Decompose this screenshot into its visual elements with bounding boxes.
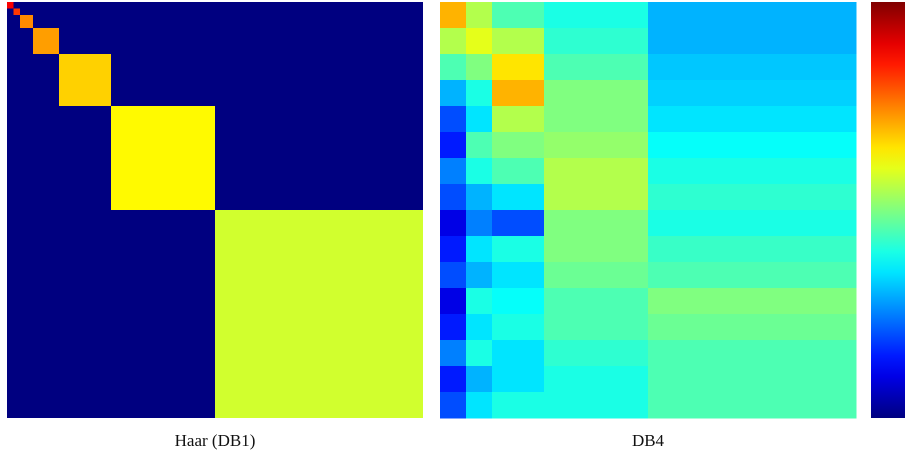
db4-panel <box>440 2 857 419</box>
cell <box>440 366 467 393</box>
block <box>33 28 59 54</box>
cell <box>492 106 545 133</box>
cell <box>648 28 857 55</box>
cell <box>440 236 467 263</box>
cell <box>544 262 649 289</box>
cell <box>466 366 493 393</box>
cell <box>544 132 649 159</box>
cell <box>440 184 467 211</box>
cell <box>466 210 493 237</box>
cell <box>466 28 493 55</box>
caption: Haar (DB1) <box>175 431 256 450</box>
cell <box>440 392 467 419</box>
cell <box>466 236 493 263</box>
cell <box>544 28 649 55</box>
cell <box>492 262 545 289</box>
cell <box>648 392 857 419</box>
cell <box>492 54 545 81</box>
cell <box>492 314 545 341</box>
cell <box>648 54 857 81</box>
block <box>7 2 14 9</box>
cell <box>544 2 649 29</box>
cell <box>466 80 493 107</box>
cell <box>466 262 493 289</box>
cell <box>440 28 467 55</box>
cell <box>492 340 545 367</box>
cell <box>544 314 649 341</box>
cell <box>492 210 545 237</box>
cell <box>466 158 493 185</box>
cell <box>648 106 857 133</box>
cell <box>544 80 649 107</box>
cell <box>648 132 857 159</box>
cell <box>492 236 545 263</box>
cell <box>544 54 649 81</box>
cell <box>544 184 649 211</box>
cell <box>492 132 545 159</box>
cell <box>440 262 467 289</box>
cell <box>544 392 649 419</box>
colorbar <box>871 2 905 418</box>
cell <box>466 392 493 419</box>
block <box>13 8 20 15</box>
block <box>215 210 423 418</box>
cell <box>440 132 467 159</box>
cell <box>492 80 545 107</box>
cell <box>544 366 649 393</box>
cell <box>648 366 857 393</box>
cell <box>440 314 467 341</box>
cell <box>492 392 545 419</box>
block <box>20 15 33 28</box>
cell <box>492 28 545 55</box>
cell <box>648 288 857 315</box>
cell <box>648 314 857 341</box>
haar-panel <box>7 2 423 418</box>
cell <box>440 340 467 367</box>
cell <box>492 2 545 29</box>
cell <box>648 262 857 289</box>
cell <box>544 236 649 263</box>
cell <box>544 210 649 237</box>
cell <box>492 288 545 315</box>
cell <box>492 366 545 393</box>
cell <box>466 2 493 29</box>
caption: DB4 <box>632 431 665 450</box>
cell <box>466 106 493 133</box>
cell <box>440 210 467 237</box>
cell <box>544 106 649 133</box>
cell <box>466 54 493 81</box>
block <box>111 106 215 210</box>
cell <box>648 80 857 107</box>
cell <box>440 106 467 133</box>
cell <box>466 314 493 341</box>
cell <box>648 158 857 185</box>
cell <box>440 80 467 107</box>
cell <box>466 288 493 315</box>
cell <box>544 340 649 367</box>
cell <box>466 184 493 211</box>
cell <box>648 2 857 29</box>
cell <box>492 184 545 211</box>
cell <box>440 158 467 185</box>
cell <box>492 158 545 185</box>
cell <box>440 288 467 315</box>
cell <box>648 340 857 367</box>
cell <box>466 132 493 159</box>
cell <box>466 340 493 367</box>
cell <box>648 236 857 263</box>
block <box>59 54 111 106</box>
cell <box>544 158 649 185</box>
cell <box>648 184 857 211</box>
cell <box>440 2 467 29</box>
cell <box>440 54 467 81</box>
cell <box>544 288 649 315</box>
cell <box>648 210 857 237</box>
